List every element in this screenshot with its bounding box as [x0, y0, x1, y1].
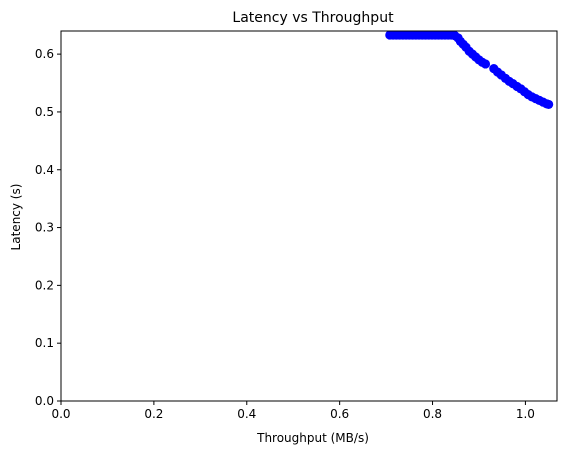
x-tick-label: 0.8 [423, 407, 442, 421]
y-tick-label: 0.6 [35, 47, 54, 61]
x-tick-label: 0.0 [51, 407, 70, 421]
x-axis-label: Throughput (MB/s) [256, 431, 369, 445]
plot-frame [60, 30, 558, 402]
y-tick-label: 0.5 [35, 105, 54, 119]
y-tick-label: 0.3 [35, 221, 54, 235]
data-points [385, 30, 554, 110]
plot-area [61, 31, 557, 401]
y-tick-label: 0.1 [35, 336, 54, 350]
data-point [480, 59, 491, 69]
y-tick-label: 0.4 [35, 163, 54, 177]
y-axis-label: Latency (s) [9, 184, 23, 251]
x-tick-label: 0.2 [144, 407, 163, 421]
y-axis-ticks: 0.0 0.1 0.2 0.3 0.4 0.5 0.6 [35, 47, 61, 408]
x-tick-label: 0.6 [330, 407, 349, 421]
data-point [544, 99, 554, 110]
chart-title: Latency vs Throughput [232, 10, 394, 26]
x-tick-label: 1.0 [516, 407, 535, 421]
y-tick-label: 0.0 [35, 394, 54, 408]
y-tick-label: 0.2 [35, 278, 54, 292]
x-tick-label: 0.4 [237, 407, 256, 421]
x-axis-ticks: 0.0 0.2 0.4 0.6 0.8 1.0 [51, 401, 535, 421]
